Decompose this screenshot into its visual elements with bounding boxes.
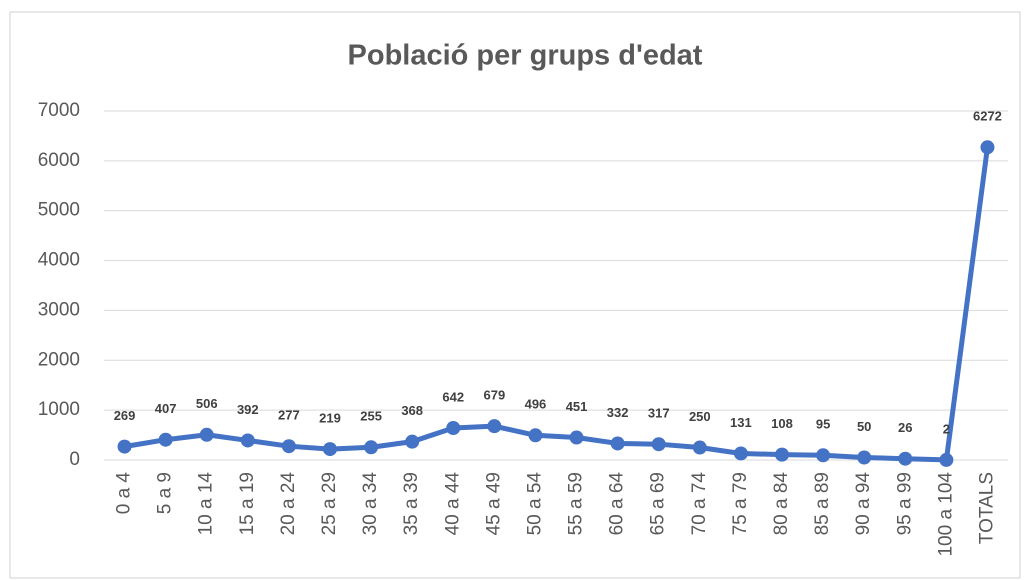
- y-tick-label: 2000: [38, 349, 80, 370]
- point: [651, 437, 666, 452]
- y-tick-label: 7000: [38, 100, 80, 121]
- point: [569, 430, 584, 445]
- chart-frame: [9, 11, 1021, 579]
- data-label: 6272: [973, 109, 1002, 124]
- chart-title: Població per grups d'edat: [348, 40, 703, 72]
- x-tick-label: 85 a 89: [812, 472, 833, 535]
- data-label: 219: [319, 411, 341, 426]
- x-tick-label: 15 a 19: [237, 472, 258, 535]
- y-tick-label: 1000: [38, 399, 80, 420]
- y-tick-label: 6000: [38, 150, 80, 171]
- point: [364, 440, 379, 455]
- x-tick-label: 40 a 44: [442, 472, 463, 536]
- x-tick-label: 70 a 74: [689, 472, 710, 536]
- x-tick-label: 35 a 39: [401, 472, 422, 535]
- x-tick-label: 50 a 54: [524, 472, 545, 536]
- y-tick-label: 3000: [38, 299, 80, 320]
- x-tick-label: 45 a 49: [483, 472, 504, 535]
- data-label: 506: [196, 396, 218, 411]
- data-label: 496: [525, 397, 547, 412]
- data-label: 131: [730, 415, 752, 430]
- point: [816, 448, 831, 463]
- data-label: 108: [771, 416, 793, 431]
- data-label: 255: [360, 409, 382, 424]
- data-label: 642: [442, 389, 464, 404]
- x-tick-label: 80 a 84: [771, 472, 792, 536]
- x-tick-label: 100 a 104: [935, 472, 956, 557]
- data-label: 451: [566, 399, 588, 414]
- x-tick-label: 95 a 99: [894, 472, 915, 535]
- point: [610, 436, 625, 451]
- x-tick-label: TOTALS: [976, 472, 997, 544]
- data-label: 2: [943, 421, 950, 436]
- x-tick-label: 5 a 9: [155, 472, 176, 514]
- data-label: 269: [114, 408, 136, 423]
- x-tick-label: 30 a 34: [360, 472, 381, 536]
- point: [733, 446, 748, 461]
- point: [692, 440, 707, 455]
- data-label: 679: [484, 388, 506, 403]
- data-label: 50: [857, 419, 871, 434]
- line: [124, 146, 990, 463]
- point: [117, 439, 132, 454]
- point: [446, 420, 461, 435]
- data-label: 332: [607, 405, 629, 420]
- point: [158, 432, 173, 447]
- data-label: 95: [816, 417, 830, 432]
- point: [775, 447, 789, 462]
- point: [281, 439, 296, 454]
- point: [898, 451, 913, 466]
- point: [199, 427, 214, 442]
- point: [323, 442, 337, 457]
- y-tick-label: 5000: [38, 200, 80, 221]
- data-label: 250: [689, 409, 711, 424]
- x-tick-label: 0 a 4: [114, 472, 135, 515]
- x-tick-label: 25 a 29: [319, 472, 340, 535]
- data-label: 26: [898, 420, 912, 435]
- point: [939, 452, 954, 467]
- data-label: 407: [155, 401, 177, 416]
- data-label: 368: [401, 403, 423, 418]
- y-tick-label: 4000: [38, 250, 80, 271]
- x-tick-label: 65 a 69: [648, 472, 669, 535]
- point: [528, 428, 543, 443]
- x-tick-label: 20 a 24: [278, 472, 299, 536]
- data-label: 392: [237, 402, 259, 417]
- data-label: 317: [648, 406, 670, 421]
- x-tick-label: 90 a 94: [853, 472, 874, 536]
- x-tick-label: 60 a 64: [607, 472, 628, 536]
- point: [487, 419, 502, 434]
- x-tick-label: 55 a 59: [566, 472, 587, 535]
- point: [857, 450, 872, 465]
- x-tick-label: 10 a 14: [196, 472, 217, 536]
- point: [405, 434, 420, 449]
- x-tick-label: 75 a 79: [730, 472, 751, 535]
- data-label: 277: [278, 408, 300, 423]
- point: [980, 140, 995, 155]
- y-tick-label: 0: [69, 449, 80, 470]
- point: [240, 433, 255, 448]
